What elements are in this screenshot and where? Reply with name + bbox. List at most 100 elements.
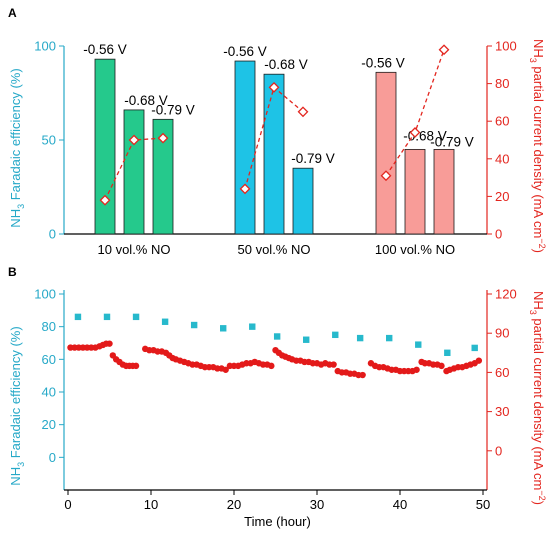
- right-tick-label: 40: [495, 151, 509, 166]
- bar-potential-label: -0.56 V: [223, 44, 267, 59]
- bar: [234, 60, 256, 235]
- right-axis-title-part: 3: [528, 58, 538, 63]
- x-tick-label: 10: [144, 497, 158, 512]
- left-axis-title-part: 3: [16, 462, 26, 467]
- bar: [433, 148, 455, 235]
- right-tick-label: 100: [495, 39, 517, 54]
- current-density-point: [475, 357, 483, 364]
- right-axis-title-part: −2: [537, 238, 547, 248]
- right-tick-label: 60: [495, 114, 509, 129]
- left-axis-title-part: Faradaic efficiency (%): [8, 326, 23, 462]
- current-density-point: [438, 44, 450, 56]
- bar: [263, 73, 285, 235]
- right-axis-title-part: ): [531, 249, 546, 253]
- left-tick-label: 40: [42, 385, 56, 400]
- right-axis-title-part: partial current density (mA cm: [531, 315, 546, 491]
- current-density-point: [409, 127, 421, 138]
- current-density-point: [413, 366, 420, 373]
- current-density-point: [268, 81, 280, 93]
- fe-point: [273, 333, 281, 340]
- current-density-point: [222, 366, 229, 373]
- fe-point: [332, 331, 339, 339]
- current-density-series: [67, 340, 483, 379]
- group-label: 100 vol.% NO: [375, 242, 455, 257]
- panel-b-label: B: [8, 265, 17, 279]
- fe-point: [132, 313, 140, 321]
- current-density-point: [106, 340, 113, 347]
- bar-potential-label: -0.56 V: [83, 42, 127, 57]
- left-tick-label: 100: [34, 287, 56, 302]
- right-tick-label: 60: [495, 365, 509, 380]
- bar-potential-label: -0.68 V: [124, 93, 168, 108]
- x-axis-title: Time (hour): [244, 514, 311, 529]
- panel-b: B 0 20 40 60 80 100 0 30 60 90 120 0 10 20 30 40 50 Time (…: [8, 265, 547, 529]
- right-tick-label: 80: [495, 76, 509, 91]
- current-density-point: [380, 170, 392, 182]
- x-tick-label: 50: [476, 497, 490, 512]
- bar: [152, 118, 174, 235]
- fe-point: [161, 318, 169, 325]
- left-axis-title-part: NH: [8, 209, 23, 228]
- right-tick-label: 90: [495, 326, 509, 341]
- right-axis-title-part: NH: [531, 291, 546, 310]
- current-density-point: [438, 362, 445, 370]
- fe-series: [74, 313, 478, 356]
- fe-point: [444, 349, 451, 356]
- x-tick-label: 20: [227, 497, 241, 512]
- fe-point: [220, 325, 227, 332]
- current-density-point: [99, 194, 111, 206]
- bar: [292, 167, 314, 235]
- bar-potential-label: -0.79 V: [291, 151, 335, 166]
- current-density-point: [330, 361, 337, 368]
- panel-a-label: A: [8, 6, 17, 20]
- group-label: 10 vol.% NO: [98, 242, 171, 257]
- current-density-point: [157, 132, 169, 144]
- right-tick-label: 0: [495, 443, 502, 458]
- left-tick-label: 100: [34, 39, 56, 54]
- right-tick-label: 20: [495, 189, 509, 204]
- bar-group: -0.56 V -0.68 V-0.79 V 10 vol.% NO: [83, 42, 195, 257]
- bar-potential-label: -0.79 V: [151, 102, 195, 117]
- current-density-point: [268, 362, 275, 370]
- left-tick-label: 80: [42, 319, 56, 334]
- left-axis-title-part: 3: [16, 204, 26, 209]
- left-tick-label: 20: [42, 417, 56, 432]
- current-density-point: [359, 371, 366, 379]
- fe-point: [249, 323, 256, 330]
- left-axis-title-part: NH: [8, 467, 23, 486]
- bar-potential-label: -0.68 V: [264, 57, 308, 72]
- fe-point: [386, 334, 393, 342]
- bar: [123, 109, 145, 235]
- right-axis-title-part: −2: [537, 490, 547, 500]
- x-tick-label: 40: [393, 497, 407, 512]
- bar: [404, 148, 426, 235]
- left-axis-title: NH3 Faradaic efficiency (%): [8, 68, 26, 227]
- left-axis-title-part: Faradaic efficiency (%): [8, 68, 23, 204]
- current-density-point: [128, 134, 140, 146]
- fe-point: [356, 334, 364, 342]
- right-axis-title-part: 3: [528, 310, 538, 315]
- left-tick-label: 50: [42, 133, 56, 148]
- fe-point: [415, 341, 422, 348]
- right-axis-title: NH3 partial current density (mA cm−2): [528, 291, 547, 505]
- right-axis-title-part: NH: [531, 39, 546, 58]
- fe-point: [471, 344, 478, 352]
- bar-potential-label: -0.56 V: [361, 55, 405, 70]
- left-tick-label: 60: [42, 352, 56, 367]
- bar-group: -0.56 V-0.68 V -0.79 V 50 vol.% NO: [223, 44, 335, 257]
- current-density-point: [132, 362, 140, 370]
- fe-point: [303, 336, 310, 343]
- fe-point: [74, 313, 82, 321]
- right-tick-label: 0: [495, 227, 502, 242]
- right-axis-title-part: partial current density (mA cm: [531, 63, 546, 239]
- right-axis-title-part: ): [531, 501, 546, 505]
- x-tick-label: 0: [64, 497, 71, 512]
- fe-point: [190, 321, 198, 329]
- current-density-point: [239, 183, 251, 195]
- group-label: 50 vol.% NO: [238, 242, 311, 257]
- left-axis-title: NH3 Faradaic efficiency (%): [8, 326, 26, 485]
- right-tick-label: 120: [495, 287, 517, 302]
